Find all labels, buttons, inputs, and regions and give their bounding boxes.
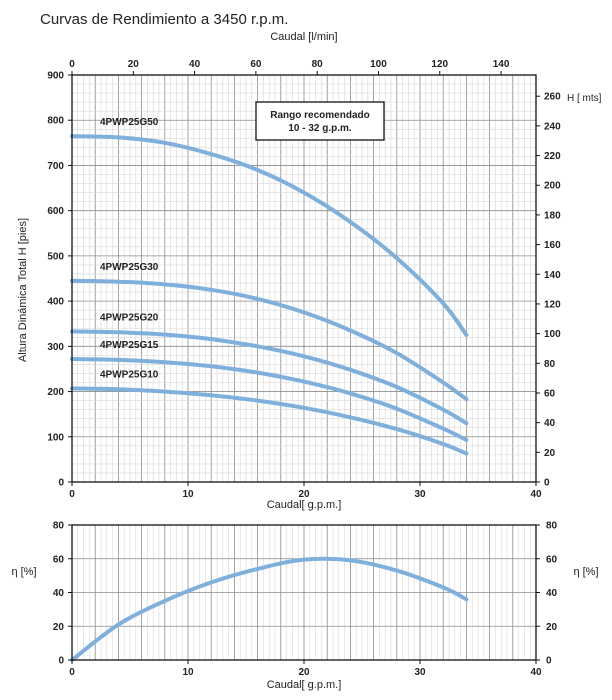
head-right-tick-label: 200 [544,181,561,192]
head-right-tick-label: 80 [544,359,556,370]
head-curve-label-4pwp25g20: 4PWP25G20 [100,312,159,323]
head-x-tick-label: 10 [182,489,194,500]
efficiency-x-axis-label: Caudal[ g.p.m.] [267,679,342,691]
efficiency-y-tick-label: 0 [58,656,64,667]
head-right-axis-label: H [ mts] [567,93,602,104]
head-right-tick-label: 40 [544,418,556,429]
head-y-tick-label: 400 [47,297,64,308]
head-y-tick-label: 500 [47,251,64,262]
head-x-tick-label: 40 [530,489,542,500]
head-right-tick-label: 160 [544,240,561,251]
head-right-tick-label: 220 [544,151,561,162]
head-chart-ticks: 0 10 20 30 400 20 40 60 80 100 120 1400100200300400… [47,59,561,500]
head-right-tick-label: 260 [544,92,561,103]
efficiency-y-tick-label: 60 [53,554,65,565]
top-x-tick-label: 100 [370,59,387,70]
head-x-axis-label: Caudal[ g.p.m.] [267,499,342,511]
efficiency-y-axis-label-right: η [%] [573,566,598,578]
efficiency-y-axis-label-left: η [%] [11,566,36,578]
head-curve-4pwp25g15 [70,357,469,442]
head-right-tick-label: 60 [544,388,556,399]
efficiency-x-tick-label: 0 [69,667,75,678]
head-right-tick-label: 180 [544,210,561,221]
efficiency-y-tick-label: 20 [53,622,65,633]
head-curve-label-4pwp25g50: 4PWP25G50 [100,117,159,128]
efficiency-right-tick-label: 40 [546,588,558,599]
head-x-tick-label: 20 [298,489,310,500]
efficiency-x-tick-label: 30 [414,667,426,678]
head-y-tick-label: 0 [58,478,64,489]
head-curve-4pwp25g10 [70,386,469,456]
head-x-tick-label: 30 [414,489,426,500]
recommended-range-value: 10 - 32 g.p.m. [288,123,352,134]
head-curve-4pwp25g30 [70,278,469,402]
head-y-axis-label: Altura Dinámica Total H [pies] [17,218,29,362]
head-right-tick-label: 100 [544,329,561,340]
head-y-tick-label: 600 [47,206,64,217]
efficiency-right-tick-label: 80 [546,521,558,532]
top-x-tick-label: 80 [312,59,324,70]
recommended-range-rect [255,101,385,141]
head-curve-labels: 4PWP25G50 4PWP25G30 4PWP25G20 4PWP25G15 4PWP… [100,117,159,380]
head-y-tick-label: 100 [47,432,64,443]
top-x-tick-label: 120 [431,59,448,70]
efficiency-curves [70,556,469,662]
head-curves [70,134,469,456]
top-x-tick-label: 140 [493,59,510,70]
top-x-tick-label: 0 [69,59,75,70]
head-y-tick-label: 300 [47,342,64,353]
head-right-tick-label: 20 [544,448,556,459]
head-right-tick-label: 240 [544,121,561,132]
head-x-tick-label: 0 [69,489,75,500]
head-curve-label-4pwp25g30: 4PWP25G30 [100,262,159,273]
head-curve-4pwp25g50 [70,134,469,337]
head-right-tick-label: 0 [544,478,550,489]
figure-title: Curvas de Rendimiento a 3450 r.p.m. [40,11,288,28]
head-y-tick-label: 200 [47,387,64,398]
head-right-tick-label: 120 [544,299,561,310]
head-y-tick-label: 900 [47,71,64,82]
efficiency-x-tick-label: 40 [530,667,542,678]
top-x-tick-label: 40 [189,59,201,70]
efficiency-chart-grid [72,525,536,660]
head-y-tick-label: 700 [47,161,64,172]
efficiency-right-tick-label: 0 [546,656,552,667]
efficiency-x-tick-label: 10 [182,667,194,678]
efficiency-right-tick-label: 60 [546,554,558,565]
head-curve-label-4pwp25g10: 4PWP25G10 [100,369,159,380]
efficiency-y-tick-label: 80 [53,521,65,532]
top-x-axis-label: Caudal [l/min] [270,31,337,43]
efficiency-curve [70,556,469,662]
recommended-range-box: Rango recomendado 10 - 32 g.p.m. [255,101,385,141]
efficiency-x-tick-label: 20 [298,667,310,678]
efficiency-y-tick-label: 40 [53,588,65,599]
efficiency-right-tick-label: 20 [546,622,558,633]
top-x-tick-label: 60 [250,59,262,70]
head-curve-4pwp25g20 [70,329,469,426]
head-curve-label-4pwp25g15: 4PWP25G15 [100,340,159,351]
head-y-tick-label: 800 [47,116,64,127]
recommended-range-title: Rango recomendado [270,110,369,121]
top-x-tick-label: 20 [128,59,140,70]
head-right-tick-label: 140 [544,270,561,281]
